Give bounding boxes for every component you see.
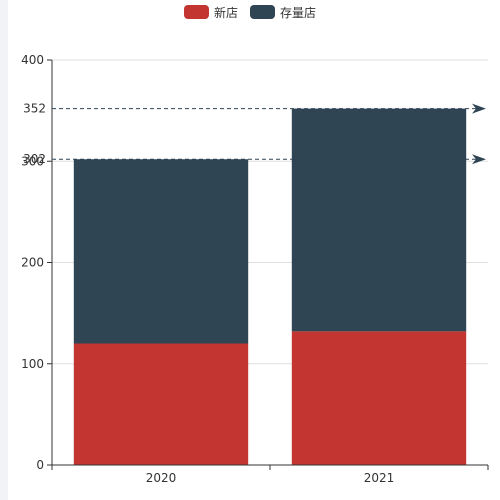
legend-label-new-store: 新店 (213, 5, 238, 20)
legend-swatch-existing-store (250, 5, 275, 19)
chart-legend: 新店 存量店 (0, 3, 500, 21)
legend-swatch-new-store (183, 5, 209, 19)
bar-2021-series-0 (291, 331, 467, 465)
legend-label-existing-store: 存量店 (280, 5, 317, 20)
x-tick-label-2020: 2020 (146, 471, 177, 485)
y-tick-label-100: 100 (21, 357, 44, 371)
legend-item-existing-store[interactable]: 存量店 (250, 4, 316, 21)
bar-2021-series-1 (291, 108, 467, 332)
markline-arrow-icon-352 (472, 103, 486, 114)
bar-2020-series-0 (73, 343, 249, 465)
markline-label-352: 352 (23, 102, 46, 116)
left-edge-strip (0, 0, 8, 500)
bar-2020-series-1 (73, 159, 249, 344)
x-tick-label-2021: 2021 (364, 471, 395, 485)
y-tick-label-300: 300 (21, 154, 44, 168)
markline-label-302: 302 (23, 152, 46, 166)
markline-arrow-icon-302 (472, 154, 486, 165)
legend-item-new-store[interactable]: 新店 (183, 4, 238, 21)
y-tick-label-0: 0 (36, 458, 44, 472)
y-tick-label-400: 400 (21, 53, 44, 67)
y-tick-label-200: 200 (21, 256, 44, 270)
